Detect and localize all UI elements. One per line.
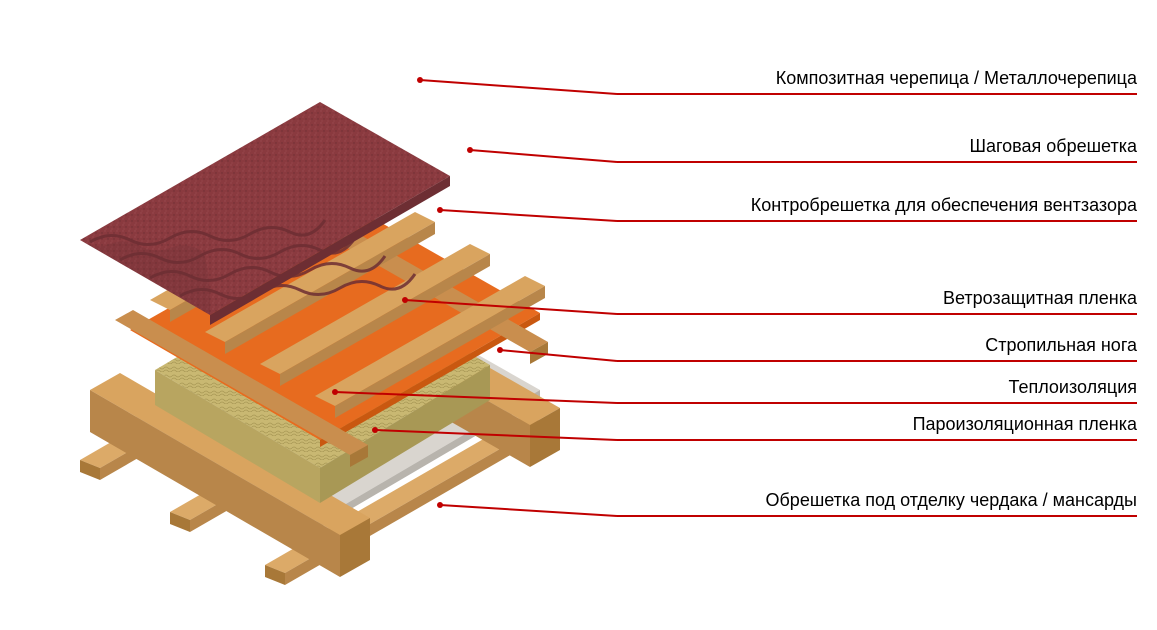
label-row-2: Контробрешетка для обеспечения вентзазор… <box>617 195 1137 222</box>
label-underline <box>617 402 1137 404</box>
label-row-0: Композитная черепица / Металлочерепица <box>617 68 1137 95</box>
roof-illustration <box>20 20 620 620</box>
label-row-6: Пароизоляционная пленка <box>617 414 1137 441</box>
label-underline <box>617 360 1137 362</box>
labels-column: Композитная черепица / Металлочерепица Ш… <box>617 0 1137 630</box>
label-text: Стропильная нога <box>617 335 1137 360</box>
label-underline <box>617 161 1137 163</box>
label-text: Обрешетка под отделку чердака / мансарды <box>617 490 1137 515</box>
label-underline <box>617 93 1137 95</box>
label-row-4: Стропильная нога <box>617 335 1137 362</box>
label-row-7: Обрешетка под отделку чердака / мансарды <box>617 490 1137 517</box>
label-text: Композитная черепица / Металлочерепица <box>617 68 1137 93</box>
label-text: Контробрешетка для обеспечения вентзазор… <box>617 195 1137 220</box>
roof-layers-diagram: Композитная черепица / Металлочерепица Ш… <box>0 0 1157 630</box>
label-underline <box>617 313 1137 315</box>
label-underline <box>617 220 1137 222</box>
label-text: Шаговая обрешетка <box>617 136 1137 161</box>
label-text: Пароизоляционная пленка <box>617 414 1137 439</box>
label-row-5: Теплоизоляция <box>617 377 1137 404</box>
label-underline <box>617 439 1137 441</box>
label-row-3: Ветрозащитная пленка <box>617 288 1137 315</box>
label-text: Ветрозащитная пленка <box>617 288 1137 313</box>
label-underline <box>617 515 1137 517</box>
label-row-1: Шаговая обрешетка <box>617 136 1137 163</box>
label-text: Теплоизоляция <box>617 377 1137 402</box>
